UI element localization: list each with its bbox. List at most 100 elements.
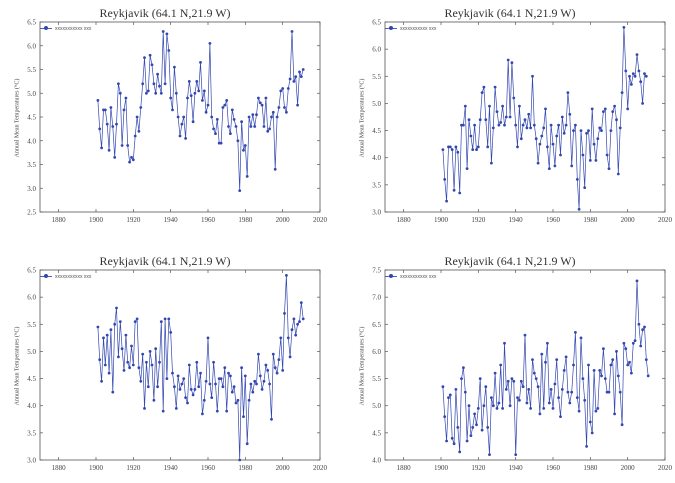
data-point [590,431,594,435]
data-point [186,96,189,100]
data-point [266,369,270,372]
data-point [251,390,255,394]
data-point [630,83,633,86]
x-tick-label: 1920 [126,464,141,472]
data-point [232,385,236,389]
data-point [454,145,458,149]
plot-frame [384,269,666,461]
data-point [100,379,103,383]
data-point [107,371,111,375]
data-point [243,144,247,147]
data-point [493,85,497,89]
data-point [249,382,253,386]
data-point [575,178,579,181]
data-point [587,129,590,133]
data-point [613,412,616,416]
data-point [243,374,247,378]
data-point [208,382,212,386]
data-point [488,104,491,108]
data-point [273,366,277,370]
data-point [275,115,279,119]
data-point [521,123,525,127]
data-point [540,134,544,138]
data-point [294,75,298,78]
data-point [262,379,266,383]
data-point [115,306,118,310]
data-point [156,385,160,389]
data-point [257,352,260,356]
data-point [551,142,555,146]
data-point [273,167,277,171]
x-tick-label: 2000 [621,464,636,472]
data-point [486,145,490,149]
data-point [600,374,603,378]
data-point [206,103,210,107]
data-point [560,115,564,119]
data-point [450,436,454,440]
data-point [290,328,294,332]
y-tick-label: 7.0 [372,294,381,302]
y-tick-label: 5.0 [372,100,381,108]
x-tick-label: 1900 [89,464,104,472]
data-point [191,120,195,124]
data-point [562,131,566,135]
data-point [154,91,158,95]
data-point [542,126,546,130]
data-point [624,69,628,73]
x-tick-label: 1960 [546,216,561,224]
y-tick-label: 3.0 [27,185,36,193]
data-point [199,371,202,375]
x-tick-label: 2020 [658,216,673,224]
data-point [475,148,478,152]
data-point [639,344,643,348]
data-point [148,53,152,57]
data-point [133,134,137,138]
data-point [574,331,577,334]
data-point [96,99,100,102]
data-point [568,401,572,405]
data-point [212,360,216,364]
data-point [482,404,486,408]
data-point [191,393,195,397]
data-point [644,74,648,78]
data-point [212,127,216,131]
data-point [633,74,637,78]
data-point [547,401,551,405]
x-tick-label: 1980 [238,216,253,224]
data-point [559,153,562,157]
data-point [514,453,518,456]
y-tick-label: 3.5 [27,429,36,437]
data-point [458,191,462,195]
data-point [637,69,641,73]
data-point [523,118,527,122]
data-point [490,396,493,399]
data-point [264,96,268,100]
data-point [523,333,527,337]
data-point [238,458,242,462]
data-point [296,322,299,326]
data-point [229,374,232,378]
data-point [534,377,538,380]
data-point [643,72,646,75]
data-point [215,118,219,121]
data-point [592,369,596,372]
chart-panel-2: Reykjavik (64.1 N,21.9 W) xxxxxxxxxxx xx… [345,0,675,235]
data-point [478,118,482,122]
data-point [480,91,484,94]
data-point [467,118,471,122]
data-point [270,417,273,421]
data-point [178,134,182,138]
data-point [294,333,298,337]
data-point [242,148,245,152]
data-point [130,156,133,159]
data-point [512,379,516,383]
data-point [161,409,165,413]
data-point [641,102,644,105]
data-point [131,363,135,367]
data-point [536,385,540,389]
data-point [163,82,167,86]
data-point [210,115,214,119]
data-point [156,72,160,76]
data-point [270,115,273,119]
data-point [255,113,258,116]
